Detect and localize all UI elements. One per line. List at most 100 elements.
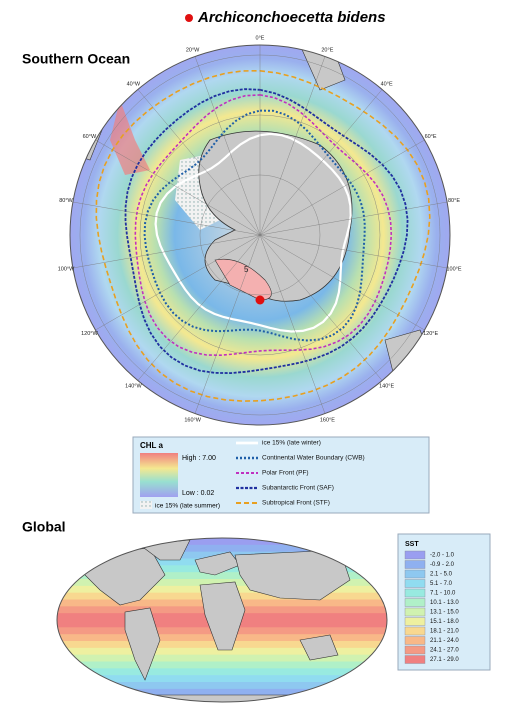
land bbox=[89, 694, 361, 702]
meridian bbox=[259, 234, 326, 414]
meridian bbox=[72, 234, 261, 269]
meridian bbox=[194, 234, 261, 414]
meridian bbox=[95, 139, 261, 236]
land bbox=[199, 581, 246, 651]
longitude-label: 140°W bbox=[125, 383, 142, 389]
sst-label: 10.1 - 13.0 bbox=[430, 600, 459, 606]
sst-band bbox=[57, 654, 387, 662]
world-map bbox=[57, 538, 387, 702]
sst-band bbox=[57, 544, 387, 553]
longitude-label: 0°E bbox=[256, 35, 265, 41]
land bbox=[124, 607, 161, 681]
sst-swatch bbox=[404, 645, 426, 655]
sst-band bbox=[57, 667, 387, 676]
longitude-label: 40°W bbox=[127, 82, 141, 88]
longitude-label: 60°E bbox=[425, 134, 437, 140]
sst-label: 24.1 - 27.0 bbox=[430, 648, 459, 654]
sst-band bbox=[57, 647, 387, 655]
sst-swatch bbox=[404, 626, 426, 636]
longitude-label: 160°E bbox=[320, 418, 335, 424]
sst-swatch bbox=[404, 607, 426, 617]
land bbox=[299, 634, 339, 661]
legend-line-label: Continental Water Boundary (CWB) bbox=[262, 455, 365, 462]
sst-band bbox=[57, 572, 387, 580]
chl-scale bbox=[140, 453, 178, 497]
sst-swatch bbox=[404, 579, 426, 588]
chl-high: High : 7.00 bbox=[182, 455, 216, 462]
longitude-label: 60°W bbox=[83, 134, 97, 140]
world-border bbox=[56, 537, 388, 703]
sst-band bbox=[57, 674, 387, 682]
meridian bbox=[259, 234, 448, 269]
line-legend: ice 15% (late winter) Continental Water B… bbox=[236, 440, 365, 507]
longitude-label: 20°E bbox=[321, 47, 333, 53]
sst-band bbox=[57, 579, 387, 587]
site-label: 5 bbox=[244, 265, 249, 274]
title: Archiconchoecetta bidens bbox=[197, 9, 386, 26]
sst-label: 18.1 - 21.0 bbox=[430, 629, 459, 635]
sst-swatch bbox=[404, 617, 426, 626]
meridian bbox=[95, 234, 261, 331]
southern-ocean-heading: Southern Ocean bbox=[22, 51, 130, 67]
longitude-label: 20°W bbox=[186, 47, 200, 53]
sst-label: 21.1 - 24.0 bbox=[430, 638, 459, 644]
chl-low: Low : 0.02 bbox=[182, 490, 214, 497]
longitude-label: 100°E bbox=[446, 267, 461, 273]
sst-band bbox=[57, 688, 387, 696]
sst-swatch bbox=[404, 560, 426, 569]
sst-swatch bbox=[404, 598, 426, 607]
sst-label: 7.1 - 10.0 bbox=[430, 591, 456, 597]
sst-swatch bbox=[404, 655, 426, 664]
longitude-label: 120°W bbox=[81, 331, 98, 337]
site-marker bbox=[255, 295, 265, 305]
sst-swatch bbox=[404, 550, 426, 560]
legend-line-label: Polar Front (PF) bbox=[262, 470, 309, 477]
meridian bbox=[259, 89, 383, 236]
meridian bbox=[137, 89, 261, 236]
legend-box bbox=[132, 436, 430, 514]
legend-line-label: Subantarctic Front (SAF) bbox=[262, 485, 334, 492]
longitude-label: 140°E bbox=[379, 383, 394, 389]
longitude-label: 100°W bbox=[58, 267, 75, 273]
meridian bbox=[259, 201, 448, 236]
land bbox=[194, 551, 241, 576]
ice-summer-label: ice 15% (late summer) bbox=[155, 503, 220, 510]
sst-label: -0.9 - 2.0 bbox=[430, 562, 455, 568]
longitude-label: 40°E bbox=[381, 82, 393, 88]
sst-label: 5.1 - 7.0 bbox=[430, 581, 453, 587]
sst-label: 13.1 - 15.0 bbox=[430, 610, 459, 616]
ice-summer-swatch bbox=[140, 501, 152, 509]
sst-title: SST bbox=[405, 541, 419, 548]
longitude-label: 80°E bbox=[448, 198, 460, 204]
global-heading: Global bbox=[22, 519, 66, 535]
meridian bbox=[194, 56, 261, 236]
sst-label: 2.1 - 5.0 bbox=[430, 572, 453, 578]
sst-label: 15.1 - 18.0 bbox=[430, 619, 459, 625]
sst-legend: -2.0 - 1.0 -0.9 - 2.0 2.1 - 5.0 5.1 - 7.0 7.… bbox=[404, 550, 459, 664]
sst-label: -2.0 - 1.0 bbox=[430, 553, 455, 559]
sst-swatch bbox=[404, 569, 426, 579]
legend-line-label: ice 15% (late winter) bbox=[262, 440, 321, 447]
meridian bbox=[72, 201, 261, 236]
meridian bbox=[259, 56, 326, 236]
sst-band bbox=[57, 538, 387, 546]
meridian bbox=[137, 234, 261, 381]
sst-swatch bbox=[404, 636, 426, 645]
graticule bbox=[72, 45, 448, 416]
meridian bbox=[259, 234, 425, 331]
legend-line-label: Subtropical Front (STF) bbox=[262, 500, 330, 507]
sst-band bbox=[57, 681, 387, 689]
sst-label: 27.1 - 29.0 bbox=[430, 657, 459, 663]
title-marker bbox=[185, 14, 193, 22]
longitude-label: 120°E bbox=[423, 331, 438, 337]
meridian bbox=[259, 234, 383, 381]
sst-band bbox=[57, 661, 387, 669]
sst-swatch bbox=[404, 588, 426, 598]
longitude-label: 160°W bbox=[184, 418, 201, 424]
meridian bbox=[259, 139, 425, 236]
map-border bbox=[69, 44, 451, 426]
chl-title: CHL a bbox=[140, 441, 164, 450]
longitude-label: 80°W bbox=[59, 198, 73, 204]
